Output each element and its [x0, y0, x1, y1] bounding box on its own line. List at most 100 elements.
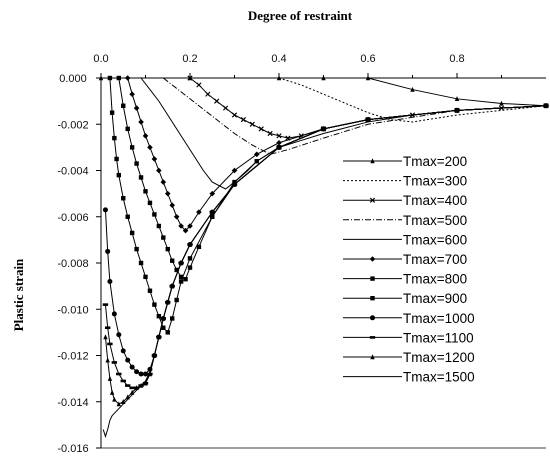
- series-line: [278, 77, 547, 123]
- y-tick-label: 0.000: [59, 73, 87, 85]
- series-point: [143, 380, 148, 386]
- series-point: [114, 156, 119, 162]
- series-point: [112, 396, 117, 402]
- series-point: [178, 279, 184, 284]
- series-line: [118, 77, 547, 280]
- legend-item: Tmax=200: [343, 154, 467, 169]
- legend-item: Tmax=1100: [343, 330, 474, 345]
- series-point: [109, 389, 115, 395]
- series-point: [138, 371, 144, 377]
- x-tick-label: 0.0: [93, 53, 108, 65]
- series-point: [164, 190, 171, 197]
- series-point: [134, 369, 140, 375]
- series-point: [103, 334, 108, 340]
- series-point: [116, 332, 122, 338]
- series-point: [124, 75, 131, 81]
- x-tick-label: 0.6: [360, 53, 375, 65]
- series-point: [138, 119, 144, 125]
- y-tick-label: -0.008: [57, 258, 88, 270]
- series-point: [499, 100, 504, 106]
- legend-label: Tmax=700: [403, 252, 467, 267]
- series-line: [102, 105, 547, 439]
- series-point: [129, 145, 135, 150]
- series-point: [138, 260, 144, 266]
- series-point: [129, 364, 135, 370]
- series-point: [104, 326, 111, 330]
- x-tick-label: 0.8: [449, 53, 464, 65]
- legend-item: Tmax=400: [343, 193, 467, 208]
- series-point: [102, 207, 108, 213]
- series-point: [276, 75, 282, 81]
- series-point: [142, 133, 149, 139]
- series-line: [127, 77, 547, 232]
- legend-label: Tmax=1000: [403, 311, 475, 326]
- y-tick-label: -0.010: [57, 304, 88, 316]
- series-point: [129, 91, 135, 97]
- series-point: [178, 223, 184, 229]
- legend-swatch-marker: [370, 315, 375, 321]
- series-point: [231, 167, 238, 174]
- series-point: [102, 303, 109, 306]
- series-point: [107, 279, 113, 284]
- x-tick-label: 0.2: [182, 53, 197, 65]
- series-point: [107, 375, 113, 381]
- series-point: [147, 200, 153, 206]
- series-point: [231, 112, 238, 118]
- legend-item: Tmax=700: [343, 252, 467, 267]
- series-point: [121, 103, 126, 108]
- legend-label: Tmax=200: [403, 154, 467, 169]
- series-point: [107, 75, 113, 81]
- series-point: [196, 209, 202, 215]
- legend-label: Tmax=1200: [403, 350, 475, 365]
- series-point: [134, 161, 139, 166]
- legend-swatch-marker: [370, 158, 375, 164]
- series-point: [178, 274, 184, 280]
- legend-item: Tmax=900: [343, 291, 467, 306]
- x-tick-label: 0.4: [271, 53, 286, 65]
- series-point: [129, 230, 135, 236]
- series-point: [125, 384, 131, 387]
- series-point: [152, 302, 157, 307]
- series-point: [147, 288, 153, 293]
- series-point: [116, 372, 122, 376]
- series-point: [165, 330, 170, 335]
- series-point: [143, 371, 148, 377]
- series-point: [151, 156, 158, 162]
- series-point: [253, 151, 260, 158]
- legend-label: Tmax=900: [403, 291, 467, 306]
- series-group: [278, 77, 547, 123]
- y-axis-label: Plastic strain: [11, 258, 26, 331]
- legend-label: Tmax=400: [403, 193, 467, 208]
- series-point: [161, 325, 166, 330]
- y-tick-label: -0.014: [57, 397, 88, 409]
- series-point: [187, 75, 193, 81]
- series-point: [156, 313, 162, 319]
- series-point: [321, 75, 326, 81]
- series-point: [138, 175, 144, 180]
- legend-label: Tmax=300: [403, 174, 467, 189]
- series-point: [111, 361, 118, 364]
- series-point: [254, 159, 259, 164]
- series-point: [147, 144, 153, 151]
- series-point: [182, 227, 189, 234]
- series-point: [240, 117, 247, 123]
- series-point: [134, 246, 139, 252]
- legend-item: Tmax=500: [343, 213, 467, 228]
- series-point: [116, 172, 121, 178]
- series-point: [276, 133, 282, 139]
- legend-swatch-marker: [369, 197, 376, 203]
- series-group: [102, 105, 547, 439]
- series-point: [156, 167, 162, 174]
- series-point: [116, 75, 121, 81]
- series-point: [249, 121, 255, 127]
- series-point: [116, 401, 121, 407]
- series-point: [187, 256, 193, 261]
- y-tick-label: -0.004: [57, 166, 88, 178]
- legend-item: Tmax=300: [343, 174, 467, 189]
- x-axis-ticks: 0.0 0.2 0.4 0.6 0.8: [93, 53, 502, 78]
- legend-label: Tmax=1100: [403, 330, 474, 345]
- series-point: [170, 316, 175, 321]
- series-point: [410, 86, 415, 92]
- legend-label: Tmax=500: [403, 213, 467, 228]
